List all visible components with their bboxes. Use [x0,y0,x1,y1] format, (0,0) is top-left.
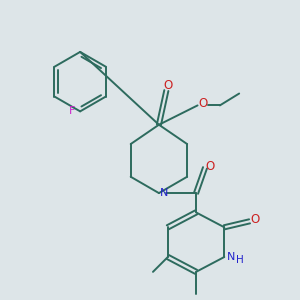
Text: F: F [69,106,75,116]
Text: N: N [160,188,169,198]
Text: H: H [236,255,244,265]
Text: O: O [206,160,215,173]
Text: N: N [227,252,235,262]
Text: O: O [199,98,208,110]
Text: O: O [250,213,260,226]
Text: O: O [163,79,172,92]
